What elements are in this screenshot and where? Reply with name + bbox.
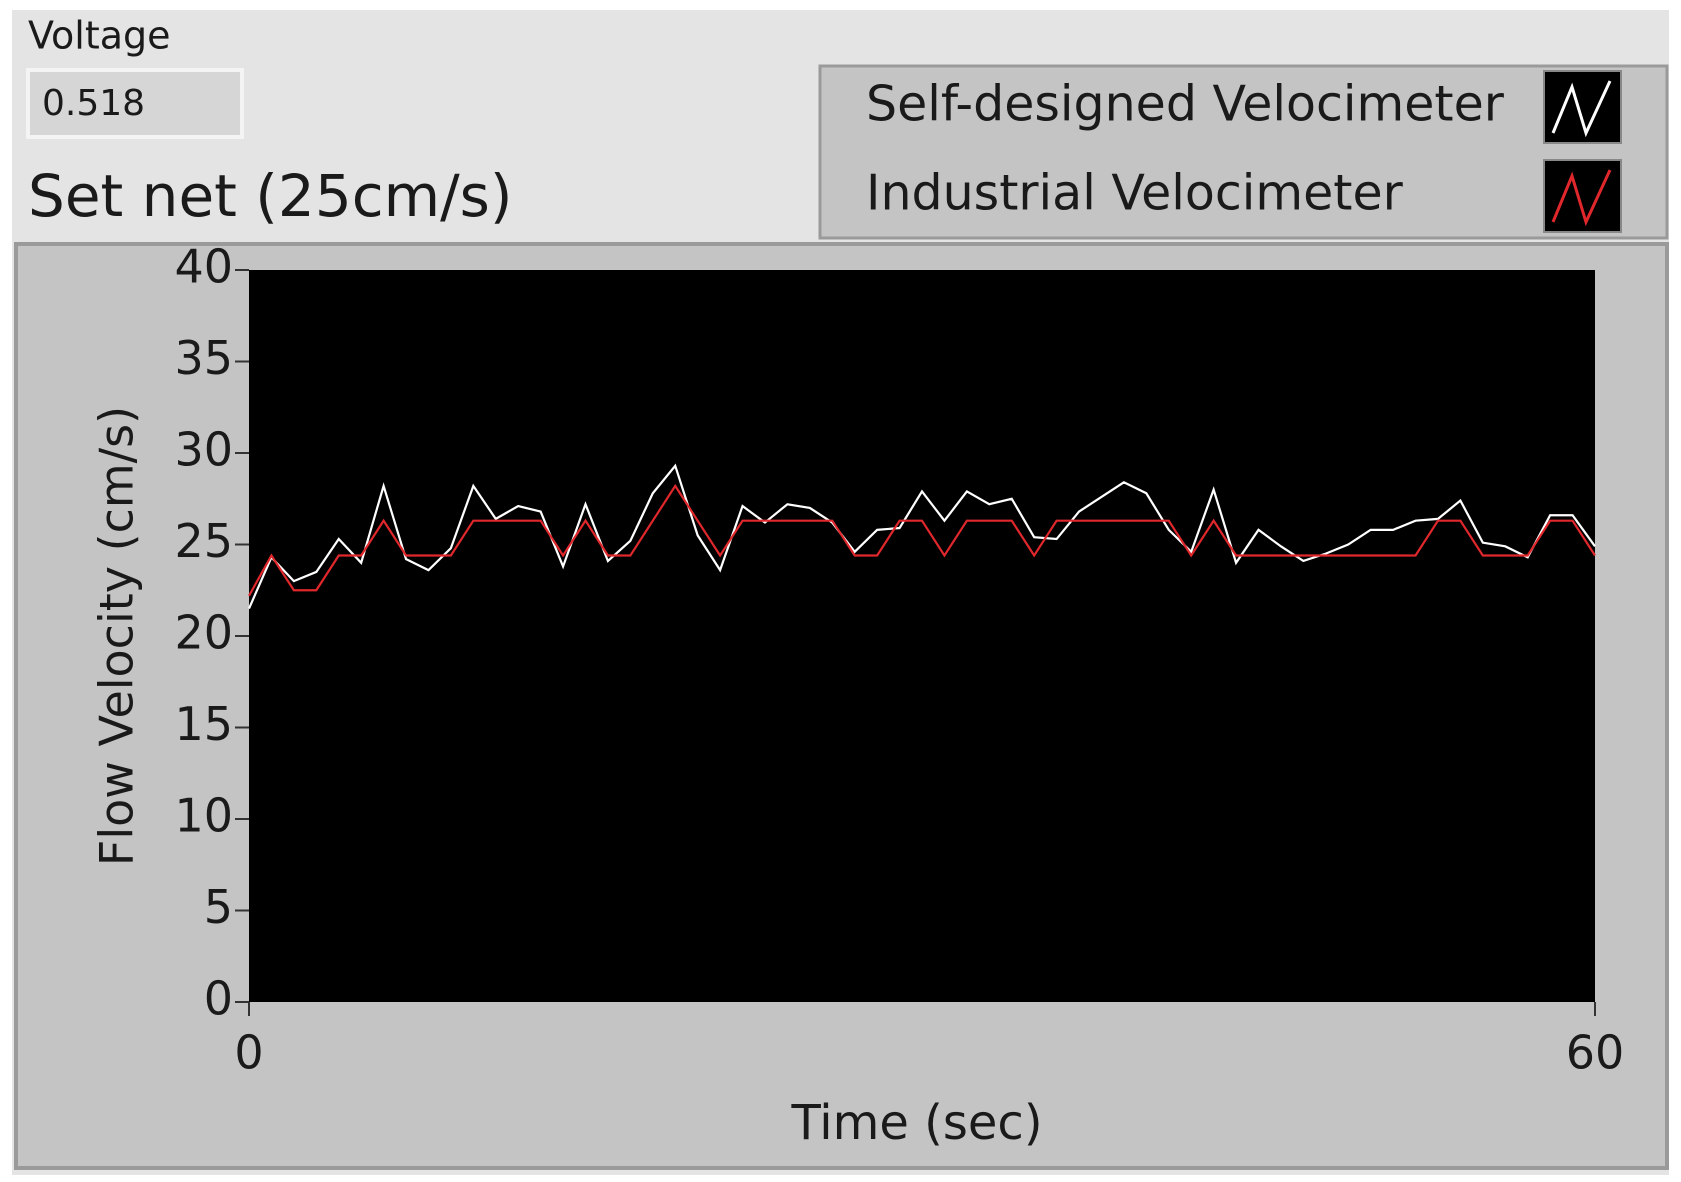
y-tick-label: 20 [174,606,233,660]
voltage-value: 0.518 [42,83,145,124]
y-tick-label: 25 [174,514,233,568]
series-line [248,483,1596,597]
y-tick-label: 40 [174,240,233,294]
x-tick-label: 60 [1566,1026,1625,1080]
y-tick-label: 5 [204,880,233,934]
legend-label: Industrial Velocimeter [866,165,1404,222]
y-tick-label: 35 [174,331,233,385]
x-axis-title: Time (sec) [790,1095,1042,1151]
chart-title: Set net (25cm/s) [28,162,513,230]
legend [818,64,1669,240]
voltage-label: Voltage [28,14,171,58]
x-tick-label: 0 [234,1026,263,1080]
series-line [247,463,1596,609]
legend-glyph [1551,169,1612,227]
legend-label: Self-designed Velocimeter [866,76,1505,133]
legend-glyph [1551,80,1612,138]
y-axis-title: Flow Velocity (cm/s) [90,406,144,866]
y-tick-label: 10 [174,789,233,843]
y-tick-label: 15 [174,697,233,751]
plot-area [249,270,1595,1002]
y-tick-label: 0 [204,972,233,1026]
voltage-indicator [26,68,244,139]
y-tick-label: 30 [174,423,233,477]
